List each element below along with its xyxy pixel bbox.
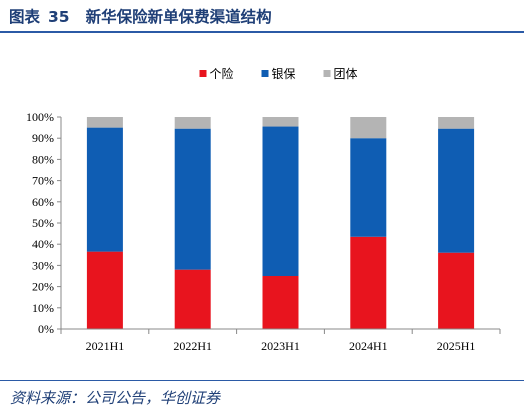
chart-axes: 0% 10% 20% 30% 40% 50% 60% 70% 80% 90% 100% 2021H1 2… [26, 110, 501, 353]
legend-swatch-0 [199, 70, 207, 77]
x-tick-label: 2021H1 [86, 339, 125, 353]
bar-2021H1-series-0 [86, 251, 123, 329]
y-tick-label: 60% [32, 195, 54, 209]
bar-2022H1-series-2 [174, 117, 211, 129]
y-tick-label: 80% [32, 152, 54, 166]
y-tick-label: 100% [26, 110, 54, 124]
bar-2024H1-series-1 [350, 138, 387, 237]
bar-2025H1-series-2 [438, 117, 475, 129]
source-note: 资料来源：公司公告，华创证券 [10, 389, 221, 407]
header-rule [0, 31, 524, 33]
x-tick-label: 2022H1 [173, 339, 212, 353]
y-tick-label: 20% [32, 280, 54, 294]
figure-header: 图表 35 新华保险新单保费渠道结构 [0, 0, 524, 30]
x-tick-label: 2025H1 [437, 339, 476, 353]
chart-legend: 个险 银保 团体 [199, 66, 358, 81]
bar-2022H1-series-0 [174, 269, 211, 329]
bar-2023H1-series-1 [262, 126, 299, 276]
bar-2021H1-series-2 [86, 117, 123, 128]
bar-2023H1-series-0 [262, 276, 299, 329]
bar-2022H1-series-1 [174, 128, 211, 270]
footer-rule [0, 380, 524, 381]
y-tick-label: 40% [32, 237, 54, 251]
x-tick-label: 2023H1 [261, 339, 300, 353]
y-tick-label: 70% [32, 174, 54, 188]
legend-swatch-2 [323, 70, 331, 77]
figure-title-text: 新华保险新单保费渠道结构 [85, 8, 272, 26]
bar-2023H1-series-2 [262, 117, 299, 127]
bar-stacks [86, 117, 475, 329]
figure-label: 图表 [9, 8, 41, 26]
bar-2024H1-series-0 [350, 236, 387, 329]
y-tick-label: 30% [32, 258, 54, 272]
legend-label-0: 个险 [210, 66, 234, 81]
legend-swatch-1 [261, 70, 269, 77]
y-tick-label: 0% [38, 322, 54, 336]
y-tick-label: 50% [32, 216, 54, 230]
figure-number: 35 [48, 8, 70, 26]
y-tick-label: 90% [32, 131, 54, 145]
y-tick-label: 10% [32, 301, 54, 315]
legend-label-1: 银保 [272, 67, 296, 81]
bar-2025H1-series-1 [438, 128, 475, 253]
legend-label-2: 团体 [334, 67, 358, 81]
figure-title: 图表 35 新华保险新单保费渠道结构 [9, 5, 272, 27]
bar-2024H1-series-2 [350, 117, 387, 139]
x-tick-label: 2024H1 [349, 339, 388, 353]
bar-2025H1-series-0 [438, 252, 475, 329]
bar-2021H1-series-1 [86, 127, 123, 252]
